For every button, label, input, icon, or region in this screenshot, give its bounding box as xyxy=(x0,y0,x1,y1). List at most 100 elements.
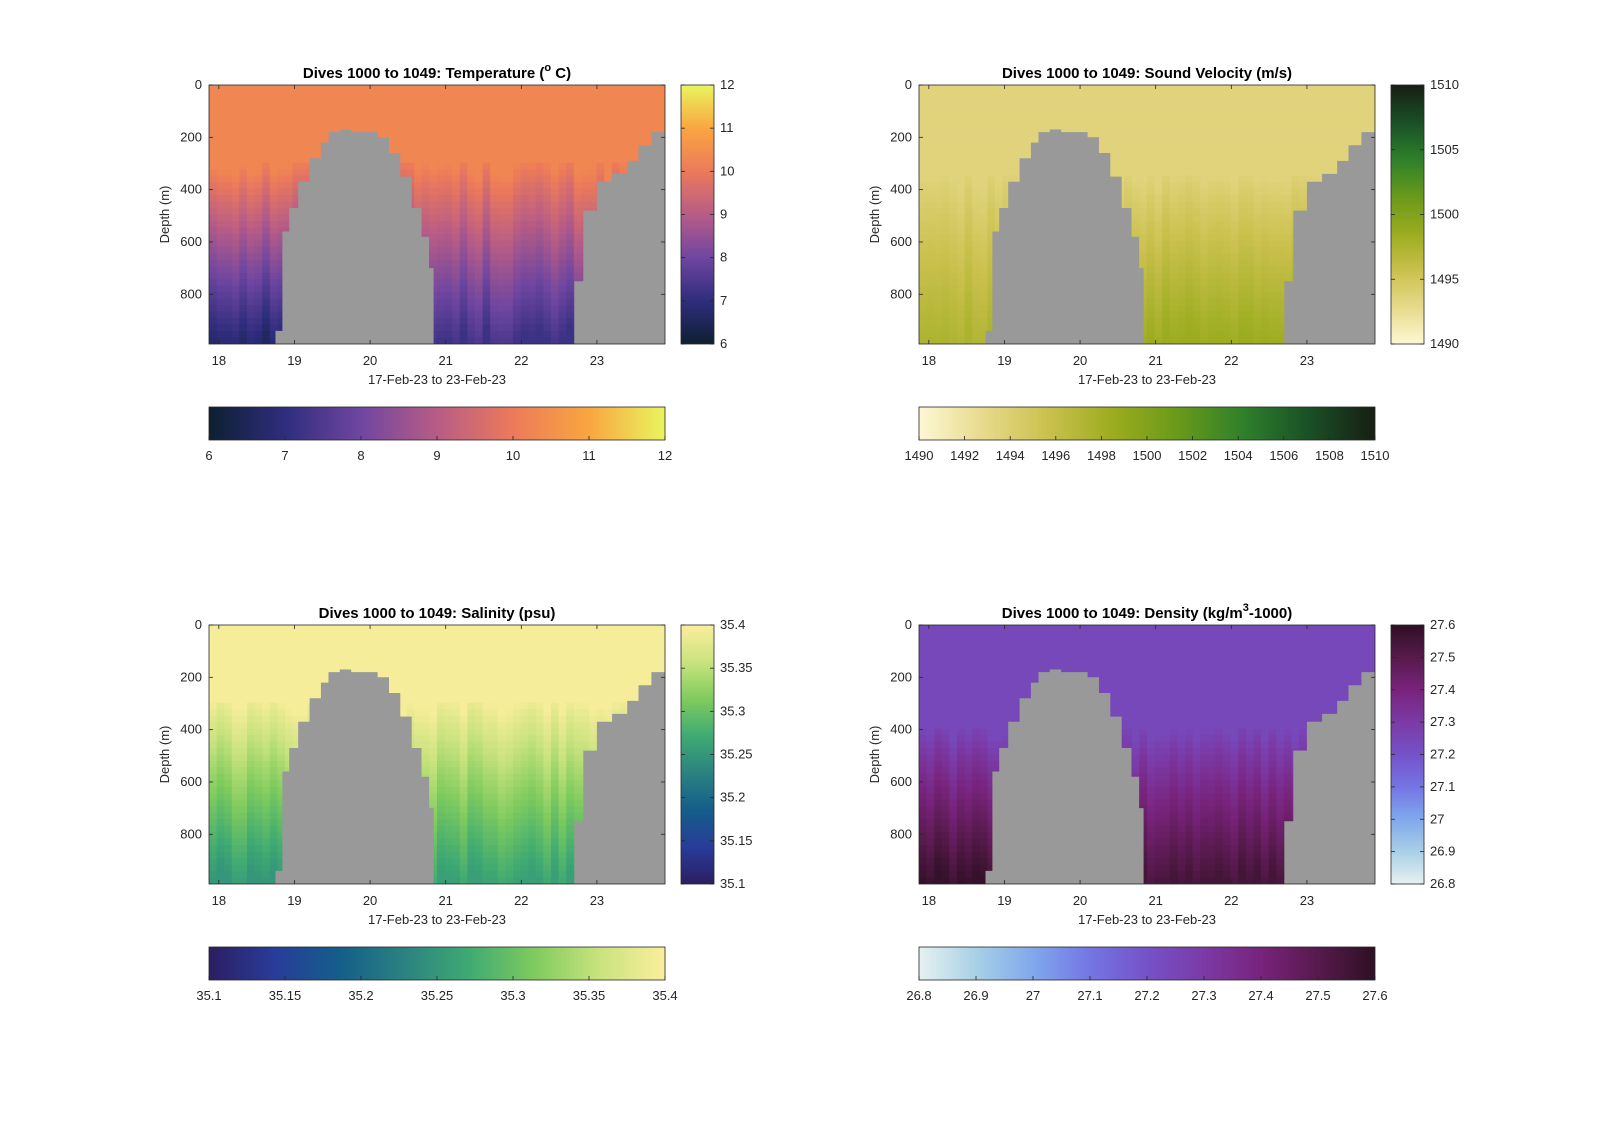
colorbar-tick-label: 1498 xyxy=(1087,448,1116,463)
colorbar-tick-label: 1510 xyxy=(1430,77,1459,92)
colorbar-tick-label: 26.9 xyxy=(963,988,988,1003)
colorbar-tick-label: 27.4 xyxy=(1248,988,1273,1003)
colorbar-tick-label: 1502 xyxy=(1178,448,1207,463)
y-tick-label: 600 xyxy=(180,234,202,249)
heatmap-field xyxy=(209,625,665,884)
y-tick-label: 800 xyxy=(890,826,912,841)
x-axis-label: 17-Feb-23 to 23-Feb-23 xyxy=(1078,912,1216,927)
seamount-ridge xyxy=(985,129,1144,344)
colorbar-tick-label: 1500 xyxy=(1430,207,1459,222)
colorbar-tick-label: 35.25 xyxy=(720,747,753,762)
x-tick-label: 18 xyxy=(212,893,226,908)
colorbar-tick-label: 35.2 xyxy=(720,790,745,805)
seamount-ridge xyxy=(985,669,1144,884)
colorbar-tick-label: 7 xyxy=(281,448,288,463)
y-tick-label: 600 xyxy=(180,774,202,789)
y-axis-label: Depth (m) xyxy=(157,186,172,244)
continental-slope xyxy=(570,132,665,344)
y-tick-label: 200 xyxy=(180,669,202,684)
x-tick-label: 19 xyxy=(997,353,1011,368)
colorbar-tick-label: 8 xyxy=(357,448,364,463)
colorbar-tick-label: 27 xyxy=(1026,988,1040,1003)
continental-slope xyxy=(570,672,665,884)
colorbar-tick-label: 9 xyxy=(433,448,440,463)
colorbar-tick-label: 10 xyxy=(720,163,734,178)
y-tick-label: 800 xyxy=(180,826,202,841)
colorbar-tick-label: 1506 xyxy=(1269,448,1298,463)
x-tick-label: 21 xyxy=(1148,893,1162,908)
colorbar-tick-label: 1490 xyxy=(1430,336,1459,351)
colorbar-tick-label: 27.2 xyxy=(1134,988,1159,1003)
x-tick-label: 23 xyxy=(590,353,604,368)
colorbar-tick-label: 12 xyxy=(720,77,734,92)
panel-0: 18 19 20 21 22 23 0 200 400 600 800 Dives 1000 to 1… xyxy=(157,62,734,463)
colorbar-tick-label: 1510 xyxy=(1361,448,1390,463)
colorbar-tick-label: 27.1 xyxy=(1077,988,1102,1003)
colorbar-tick-label: 12 xyxy=(658,448,672,463)
colorbar-tick-label: 7 xyxy=(720,293,727,308)
colorbar-tick-label: 27 xyxy=(1430,811,1444,826)
chart-title: Dives 1000 to 1049: Sound Velocity (m/s) xyxy=(1002,65,1292,82)
x-tick-label: 21 xyxy=(1148,353,1162,368)
seamount-ridge xyxy=(275,129,434,344)
x-tick-label: 23 xyxy=(590,893,604,908)
panel-1: 18 19 20 21 22 23 0 200 400 600 800 Dives 1000 to 1… xyxy=(867,65,1459,463)
plot-frame xyxy=(918,624,1376,885)
colorbar-tick-label: 27.2 xyxy=(1430,747,1455,762)
plot-frame xyxy=(208,84,666,345)
y-tick-label: 800 xyxy=(890,286,912,301)
y-tick-label: 200 xyxy=(890,669,912,684)
colorbar-tick-label: 26.9 xyxy=(1430,844,1455,859)
y-axis-label: Depth (m) xyxy=(867,186,882,244)
plot-frame xyxy=(208,624,666,885)
x-tick-label: 23 xyxy=(1300,893,1314,908)
seamount-ridge xyxy=(275,669,434,884)
heatmap-field xyxy=(209,85,665,344)
y-tick-label: 0 xyxy=(195,77,202,92)
colorbar-tick-label: 1492 xyxy=(950,448,979,463)
chart-title: Dives 1000 to 1049: Temperature (o C) xyxy=(303,62,571,82)
x-axis-label: 17-Feb-23 to 23-Feb-23 xyxy=(368,912,506,927)
colorbar-tick-label: 11 xyxy=(582,448,596,463)
continental-slope xyxy=(1280,132,1375,344)
colorbar-tick-label: 35.35 xyxy=(573,988,606,1003)
x-tick-label: 18 xyxy=(922,353,936,368)
colorbar-tick-label: 35.4 xyxy=(652,988,677,1003)
x-tick-label: 19 xyxy=(287,353,301,368)
chart-title: Dives 1000 to 1049: Salinity (psu) xyxy=(319,605,556,622)
colorbar-tick-label: 1508 xyxy=(1315,448,1344,463)
colorbar-tick-label: 27.6 xyxy=(1430,617,1455,632)
x-tick-label: 22 xyxy=(1224,353,1238,368)
colorbar-tick-label: 27.5 xyxy=(1430,649,1455,664)
colorbar-tick-label: 35.3 xyxy=(720,703,745,718)
colorbar-tick-label: 26.8 xyxy=(906,988,931,1003)
colorbar-tick-label: 35.35 xyxy=(720,660,753,675)
colorbar-vertical xyxy=(1390,624,1425,885)
x-tick-label: 18 xyxy=(212,353,226,368)
y-tick-label: 400 xyxy=(890,182,912,197)
colorbar-tick-label: 27.3 xyxy=(1191,988,1216,1003)
x-tick-label: 22 xyxy=(514,353,528,368)
colorbar-horizontal xyxy=(208,946,666,981)
colorbar-tick-label: 9 xyxy=(720,207,727,222)
x-axis-label: 17-Feb-23 to 23-Feb-23 xyxy=(1078,372,1216,387)
panel-2: 18 19 20 21 22 23 0 200 400 600 800 Dives 1000 to 1… xyxy=(157,605,753,1003)
x-tick-label: 18 xyxy=(922,893,936,908)
colorbar-tick-label: 26.8 xyxy=(1430,876,1455,891)
colorbar-tick-label: 27.1 xyxy=(1430,779,1455,794)
colorbar-tick-label: 1494 xyxy=(996,448,1025,463)
heatmap-field xyxy=(919,85,1375,344)
y-tick-label: 0 xyxy=(905,77,912,92)
x-tick-label: 22 xyxy=(1224,893,1238,908)
colorbar-tick-label: 35.15 xyxy=(269,988,302,1003)
x-tick-label: 22 xyxy=(514,893,528,908)
colorbar-horizontal xyxy=(918,946,1376,981)
x-tick-label: 20 xyxy=(363,893,377,908)
colorbar-horizontal xyxy=(208,406,666,441)
y-tick-label: 200 xyxy=(180,129,202,144)
y-tick-label: 200 xyxy=(890,129,912,144)
colorbar-vertical xyxy=(680,624,715,885)
colorbar-tick-label: 35.3 xyxy=(500,988,525,1003)
x-tick-label: 23 xyxy=(1300,353,1314,368)
